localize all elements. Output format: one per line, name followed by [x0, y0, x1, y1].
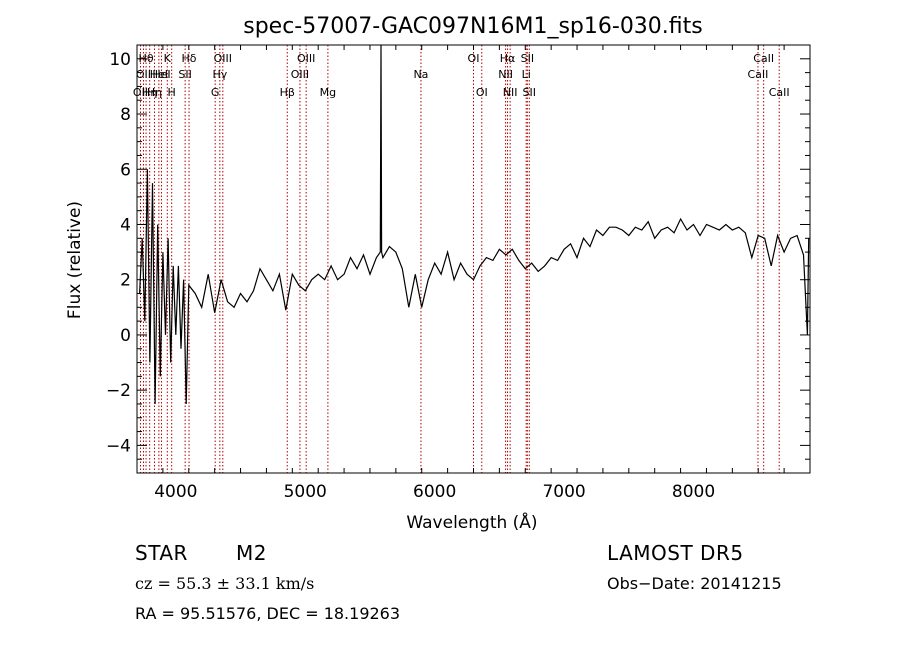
spectral-line-label-4: Hη [147, 86, 162, 99]
spectral-line-label-13: OIII [214, 52, 232, 65]
x-tick-label-6000: 6000 [413, 482, 456, 502]
spectrum-line [139, 44, 810, 405]
object-class-value: STAR [135, 541, 188, 565]
spectral-line-label-24: Li [522, 68, 531, 81]
spectral-line-label-10: Hδ [182, 52, 197, 65]
spectral-line-labels: OIIOIIHθHηHηHeIHeIKHSIIHδGHγOIIIHβOIIIOI… [133, 52, 790, 99]
y-tick-label-10: 10 [109, 50, 131, 70]
spectral-line-label-21: NII [498, 68, 513, 81]
spectral-line-label-19: OI [468, 52, 480, 65]
survey-name: LAMOST DR5 [607, 541, 744, 565]
spectral-line-label-8: H [168, 86, 176, 99]
object-subclass-value: M2 [236, 541, 267, 565]
spectral-line-label-3: Hη [142, 86, 157, 99]
spectral-line-label-28: CaII [753, 52, 774, 65]
coordinates: RA = 95.51576, DEC = 18.19263 [135, 604, 400, 623]
spectral-line-label-27: CaII [748, 68, 769, 81]
observation-date: Obs−Date: 20141215 [607, 574, 782, 593]
spectral-line-label-5: HeI [150, 68, 168, 81]
x-tick-label-4000: 4000 [154, 482, 197, 502]
spectral-line-label-7: K [164, 52, 172, 65]
y-tick-label-4: 4 [120, 215, 131, 235]
spectral-line-label-18: Na [413, 68, 428, 81]
x-axis-label: Wavelength (Å) [406, 511, 537, 533]
spectral-line-label-15: OIII [291, 68, 309, 81]
spectral-line-label-6: HeI [152, 68, 170, 81]
object-subclass: M2 [236, 541, 267, 565]
spectral-line-label-25: SII [521, 52, 534, 65]
chart-title: spec-57007-GAC097N16M1_sp16-030.fits [243, 14, 703, 39]
spectral-line-label-14: Hβ [280, 86, 295, 99]
spectral-line-label-29: CaII [769, 86, 790, 99]
spectral-line-label-11: G [211, 86, 220, 99]
coordinates-value: RA = 95.51576, DEC = 18.19263 [135, 604, 401, 623]
x-tick-label-5000: 5000 [284, 482, 327, 502]
spectral-line-label-9: SII [178, 68, 191, 81]
survey-name-value: LAMOST DR5 [607, 541, 744, 565]
y-axis: −4 −2 0 2 4 6 8 10 [106, 44, 810, 474]
y-tick-label-6: 6 [120, 160, 131, 180]
y-tick-label-2: 2 [120, 271, 131, 291]
spectral-line-label-20: OI [476, 86, 488, 99]
observation-date-value: Obs−Date: 20141215 [607, 574, 782, 593]
x-tick-label-8000: 8000 [672, 482, 715, 502]
spectral-line-markers [139, 45, 780, 473]
spectral-line-label-26: SII [523, 86, 536, 99]
x-axis: 4000 5000 6000 7000 8000 [136, 45, 811, 502]
spectral-line-label-23: NII [503, 86, 518, 99]
y-tick-label--4: −4 [106, 436, 131, 456]
spectral-line-label-16: OIII [297, 52, 315, 65]
object-class: STAR [135, 541, 188, 565]
spectral-line-label-17: Mg [320, 86, 336, 99]
y-tick-label--2: −2 [106, 381, 131, 401]
x-tick-label-7000: 7000 [542, 482, 585, 502]
redshift-velocity: cz = 55.3 ± 33.1 km/s [135, 574, 314, 593]
spectral-line-label-1: OII [136, 68, 151, 81]
y-tick-label-8: 8 [120, 105, 131, 125]
y-tick-label-0: 0 [120, 326, 131, 346]
redshift-velocity-value: cz = 55.3 ± 33.1 km/s [135, 574, 315, 593]
y-axis-label: Flux (relative) [65, 201, 85, 319]
spectral-line-label-12: Hγ [212, 68, 227, 81]
spectral-line-label-22: Hα [500, 52, 516, 65]
